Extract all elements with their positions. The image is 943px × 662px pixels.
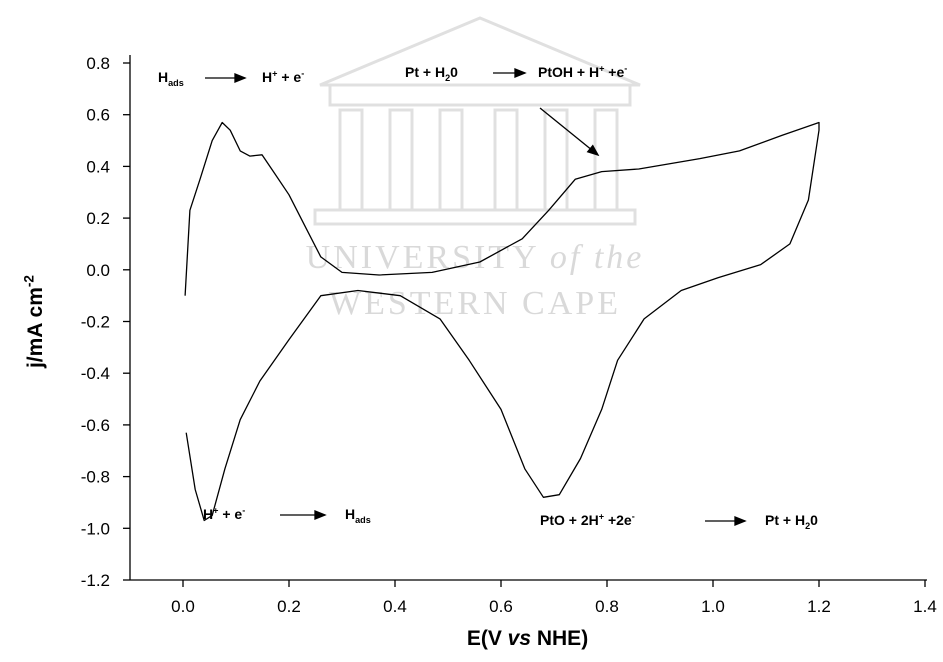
text-run: Pt + H: [405, 64, 445, 80]
y-tick-label: -0.8: [81, 468, 110, 487]
x-tick-label: 0.8: [595, 597, 619, 616]
text-run: PtO + 2H: [540, 512, 599, 528]
y-tick-label: -0.4: [81, 364, 110, 383]
x-tick-label: 0.0: [171, 597, 195, 616]
text-run: -: [632, 511, 635, 521]
annotation-right: Hads: [345, 506, 371, 525]
arrow-head: [735, 517, 745, 525]
text-run: H: [158, 69, 168, 85]
text-run: 0: [450, 64, 458, 80]
text-run: +2e: [604, 512, 632, 528]
text-run: vs: [508, 627, 531, 650]
chart: UNIVERSITY of theWESTERN CAPE-1.2-1.0-0.…: [0, 0, 943, 657]
annotation-left: Hads: [158, 69, 184, 88]
text-run: NHE): [531, 627, 588, 650]
x-tick-label: 1.4: [913, 597, 937, 616]
x-axis-label: E(V vs NHE): [467, 627, 588, 650]
arrow-line: [540, 108, 598, 155]
watermark-building: [315, 18, 640, 224]
text-run: H: [345, 506, 355, 522]
y-tick-label: 0.4: [86, 157, 110, 176]
text-run: ads: [355, 515, 371, 525]
annotation-left: PtO + 2H+ +2e-: [540, 511, 635, 528]
x-tick-label: 1.0: [701, 597, 725, 616]
text-run: + e: [218, 506, 242, 522]
body: {"chart_data": {"type": "line", "xlabel"…: [0, 0, 943, 657]
y-tick-label: -0.6: [81, 416, 110, 435]
text-run: of the: [550, 239, 644, 276]
arrow-head: [235, 74, 245, 82]
watermark-text: WESTERN CAPE: [329, 285, 621, 322]
text-run: H: [203, 506, 213, 522]
annotation-right: PtOH + H+ +e-: [538, 63, 627, 80]
annotation-right: H+ + e-: [262, 68, 304, 85]
x-tick-label: 0.6: [489, 597, 513, 616]
text-run: +e: [604, 64, 624, 80]
text-run: -: [301, 68, 304, 78]
x-tick-label: 0.4: [383, 597, 407, 616]
annotation-left: Pt + H20: [405, 64, 458, 83]
annotation-left: H+ + e-: [203, 505, 245, 522]
annotation-right: Pt + H20: [765, 512, 818, 531]
text-run: WESTERN CAPE: [329, 285, 621, 322]
text-run: E(V: [467, 627, 508, 650]
page: body { margin: 0; width: 943px; height: …: [0, 0, 943, 657]
arrow-head: [515, 69, 525, 77]
x-tick-label: 1.2: [807, 597, 831, 616]
y-axis-label: j/mA cm-2: [22, 275, 47, 369]
y-tick-label: 0.2: [86, 209, 110, 228]
text-run: -2: [22, 275, 37, 288]
text-run: + e: [277, 69, 301, 85]
text-run: -: [242, 505, 245, 515]
y-tick-label: 0.6: [86, 106, 110, 125]
y-tick-label: -1.2: [81, 571, 110, 590]
watermark-text: UNIVERSITY of the: [306, 239, 645, 276]
x-tick-label: 0.2: [277, 597, 301, 616]
y-tick-label: -0.2: [81, 313, 110, 332]
text-run: PtOH + H: [538, 64, 599, 80]
y-tick-label: 0.8: [86, 54, 110, 73]
text-run: H: [262, 69, 272, 85]
text-run: -: [624, 63, 627, 73]
arrow-head: [315, 511, 325, 519]
text-run: ads: [168, 78, 184, 88]
y-tick-label: 0.0: [86, 261, 110, 280]
text-run: 0: [810, 512, 818, 528]
text-run: Pt + H: [765, 512, 805, 528]
text-run: j/mA cm: [24, 287, 47, 369]
y-tick-label: -1.0: [81, 519, 110, 538]
text-run: UNIVERSITY: [306, 239, 550, 276]
